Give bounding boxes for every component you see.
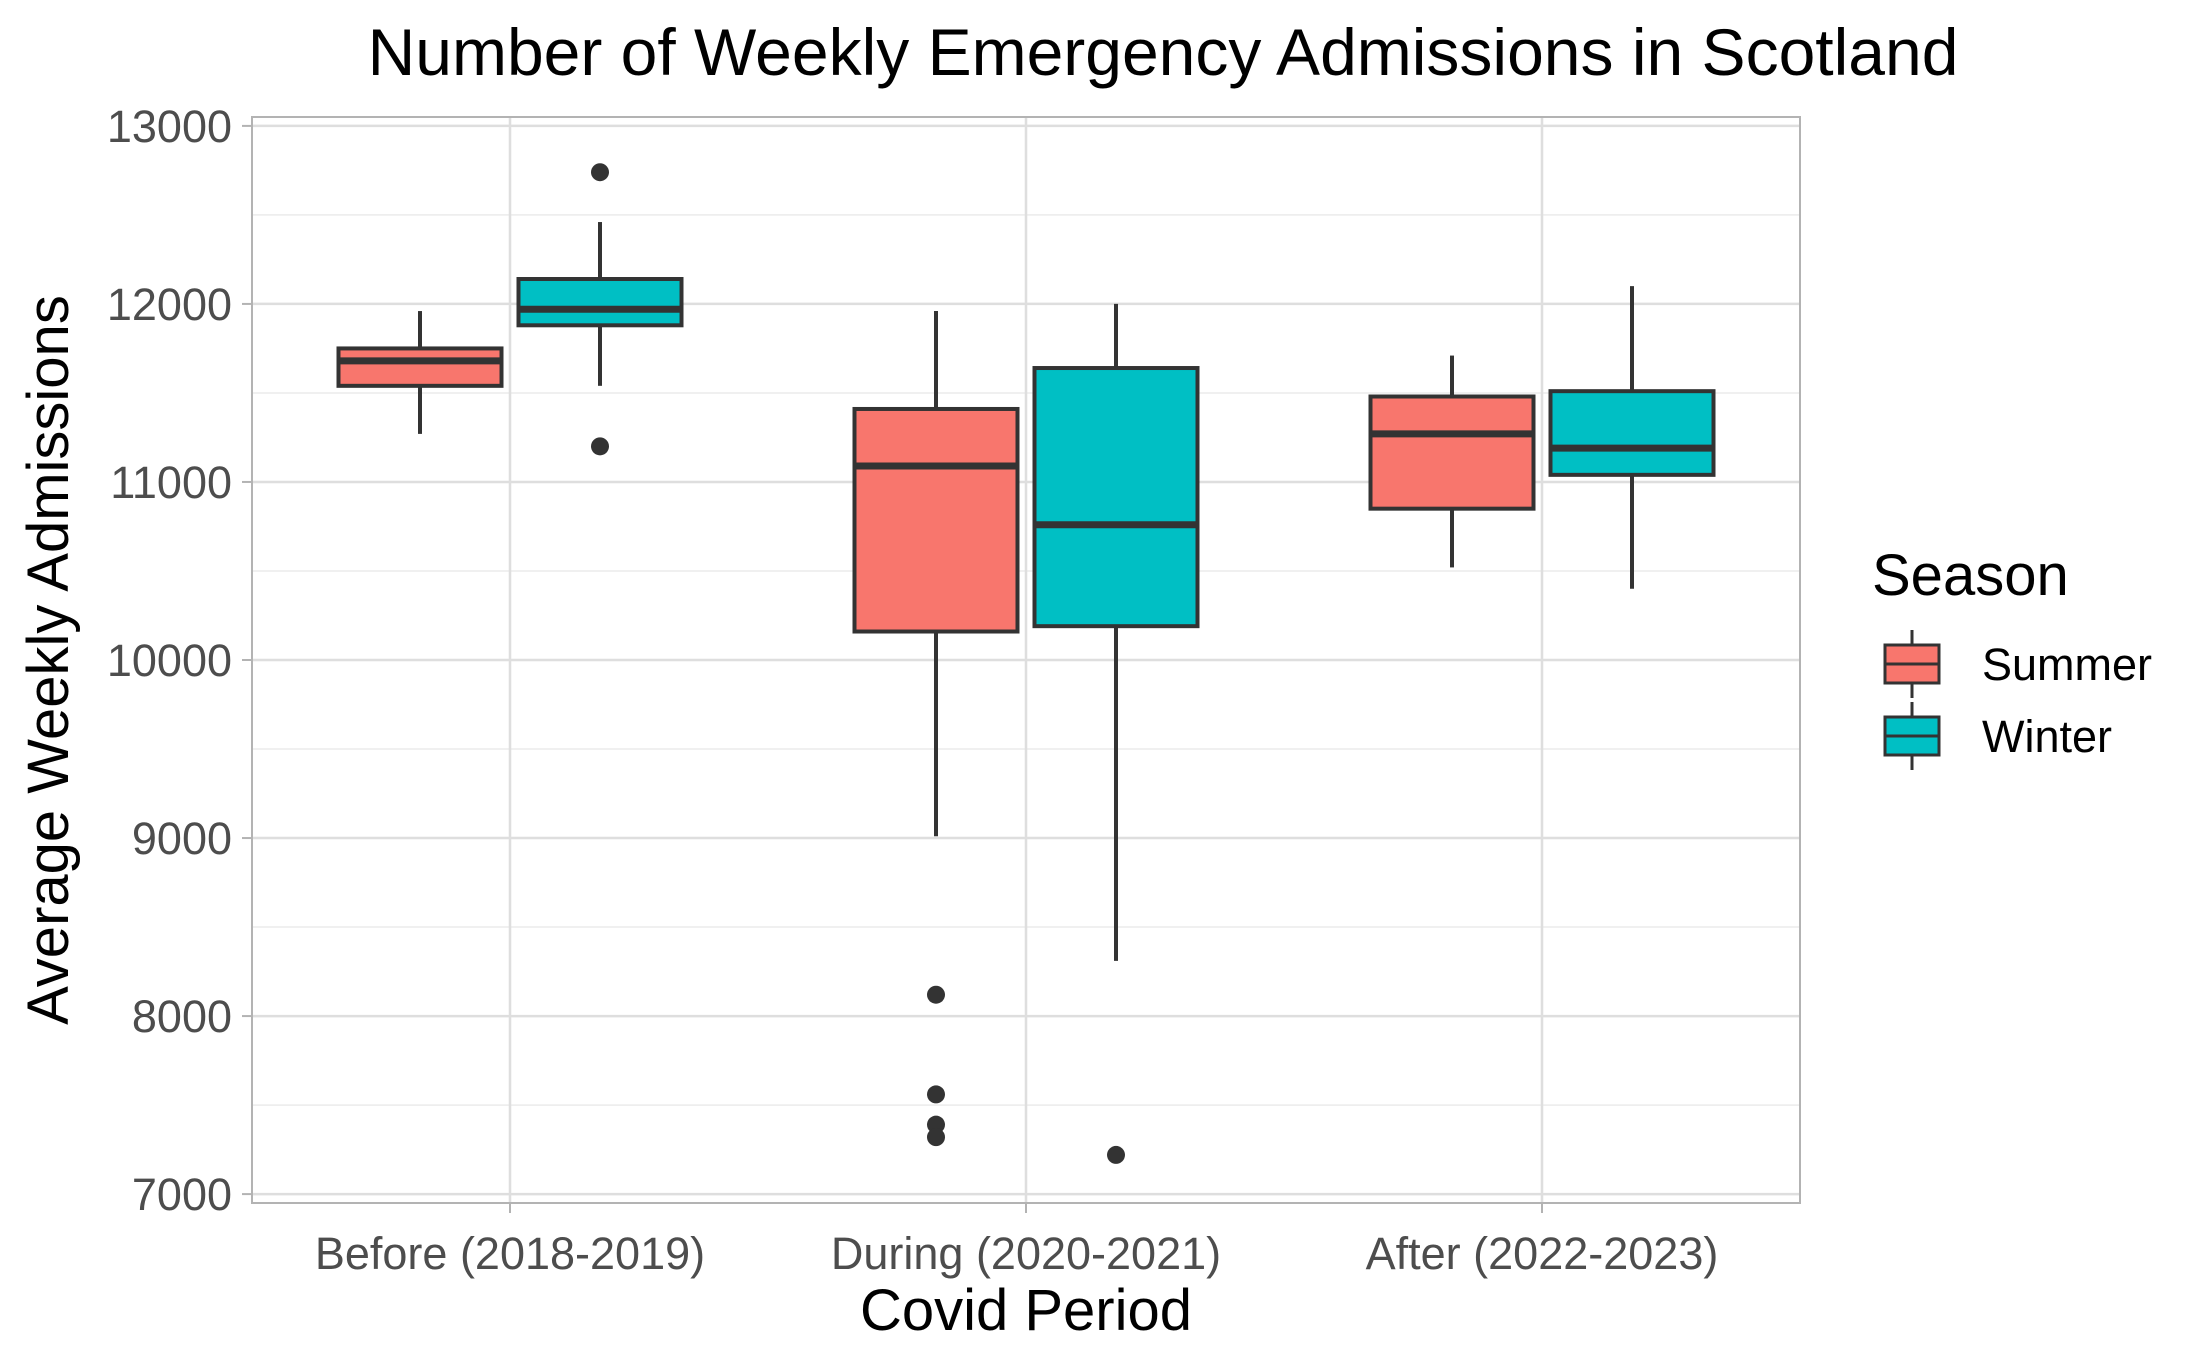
iqr-box — [336, 346, 504, 388]
iqr-box — [1032, 366, 1200, 629]
legend: Season Summer Winter — [1872, 543, 2152, 770]
y-tick-label: 8000 — [132, 991, 232, 1042]
outlier-point — [927, 985, 945, 1004]
outlier-point — [927, 1128, 945, 1147]
box-winter-0 — [516, 163, 684, 456]
legend-label-winter: Winter — [1982, 711, 2112, 762]
y-tick-label: 9000 — [132, 813, 232, 864]
chart-title: Number of Weekly Emergency Admissions in… — [368, 15, 1959, 89]
y-tick-label: 11000 — [110, 457, 232, 508]
outlier-point — [927, 1115, 945, 1134]
x-axis-title: Covid Period — [860, 1278, 1192, 1343]
iqr-box — [1548, 389, 1716, 477]
y-tick-label: 13000 — [107, 101, 232, 152]
y-axis-title: Average Weekly Admissions — [16, 295, 81, 1025]
legend-label-summer: Summer — [1982, 639, 2152, 690]
x-tick-label: Before (2018-2019) — [315, 1228, 705, 1279]
iqr-box — [516, 277, 684, 328]
box-winter-1 — [1032, 303, 1200, 1164]
box-summer-2 — [1368, 355, 1536, 568]
iqr-box — [852, 406, 1020, 634]
box-summer-0 — [336, 311, 504, 434]
outlier-point — [591, 437, 609, 456]
x-tick-label: After (2022-2023) — [1366, 1228, 1719, 1279]
iqr-box — [1368, 394, 1536, 511]
grid-layer — [252, 117, 1800, 1203]
y-tick-label: 10000 — [107, 635, 232, 686]
outlier-point — [1107, 1145, 1125, 1164]
y-tick-label: 12000 — [107, 279, 232, 330]
box-summer-1 — [852, 311, 1020, 1147]
y-tick-label: 7000 — [132, 1169, 232, 1220]
outlier-point — [927, 1085, 945, 1104]
axis-layer: 7000 8000 9000 10000 11000 12000 13000 Before (… — [107, 101, 1719, 1279]
legend-title: Season — [1872, 543, 2069, 608]
box-winter-2 — [1548, 286, 1716, 589]
x-tick-label: During (2020-2021) — [831, 1228, 1221, 1279]
outlier-point — [591, 163, 609, 182]
box-layer — [336, 163, 1716, 1164]
